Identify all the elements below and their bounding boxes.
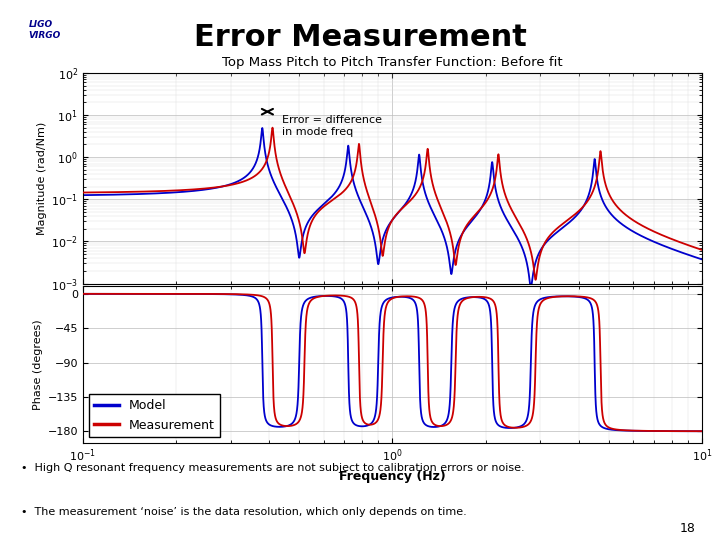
Text: Error = difference
in mode freq: Error = difference in mode freq [282, 115, 382, 137]
X-axis label: Frequency (Hz): Frequency (Hz) [339, 470, 446, 483]
Text: •  High Q resonant frequency measurements are not subject to calibration errors : • High Q resonant frequency measurements… [22, 462, 525, 472]
Text: Error Measurement: Error Measurement [194, 23, 526, 52]
Text: LIGO
VIRGO: LIGO VIRGO [29, 20, 61, 39]
Title: Top Mass Pitch to Pitch Transfer Function: Before fit: Top Mass Pitch to Pitch Transfer Functio… [222, 56, 563, 69]
Y-axis label: Magnitude (rad/Nm): Magnitude (rad/Nm) [37, 122, 47, 235]
Text: 18: 18 [680, 522, 696, 535]
Legend: Model, Measurement: Model, Measurement [89, 394, 220, 436]
Text: •  The measurement ‘noise’ is the data resolution, which only depends on time.: • The measurement ‘noise’ is the data re… [22, 507, 467, 517]
Y-axis label: Phase (degrees): Phase (degrees) [33, 319, 43, 410]
